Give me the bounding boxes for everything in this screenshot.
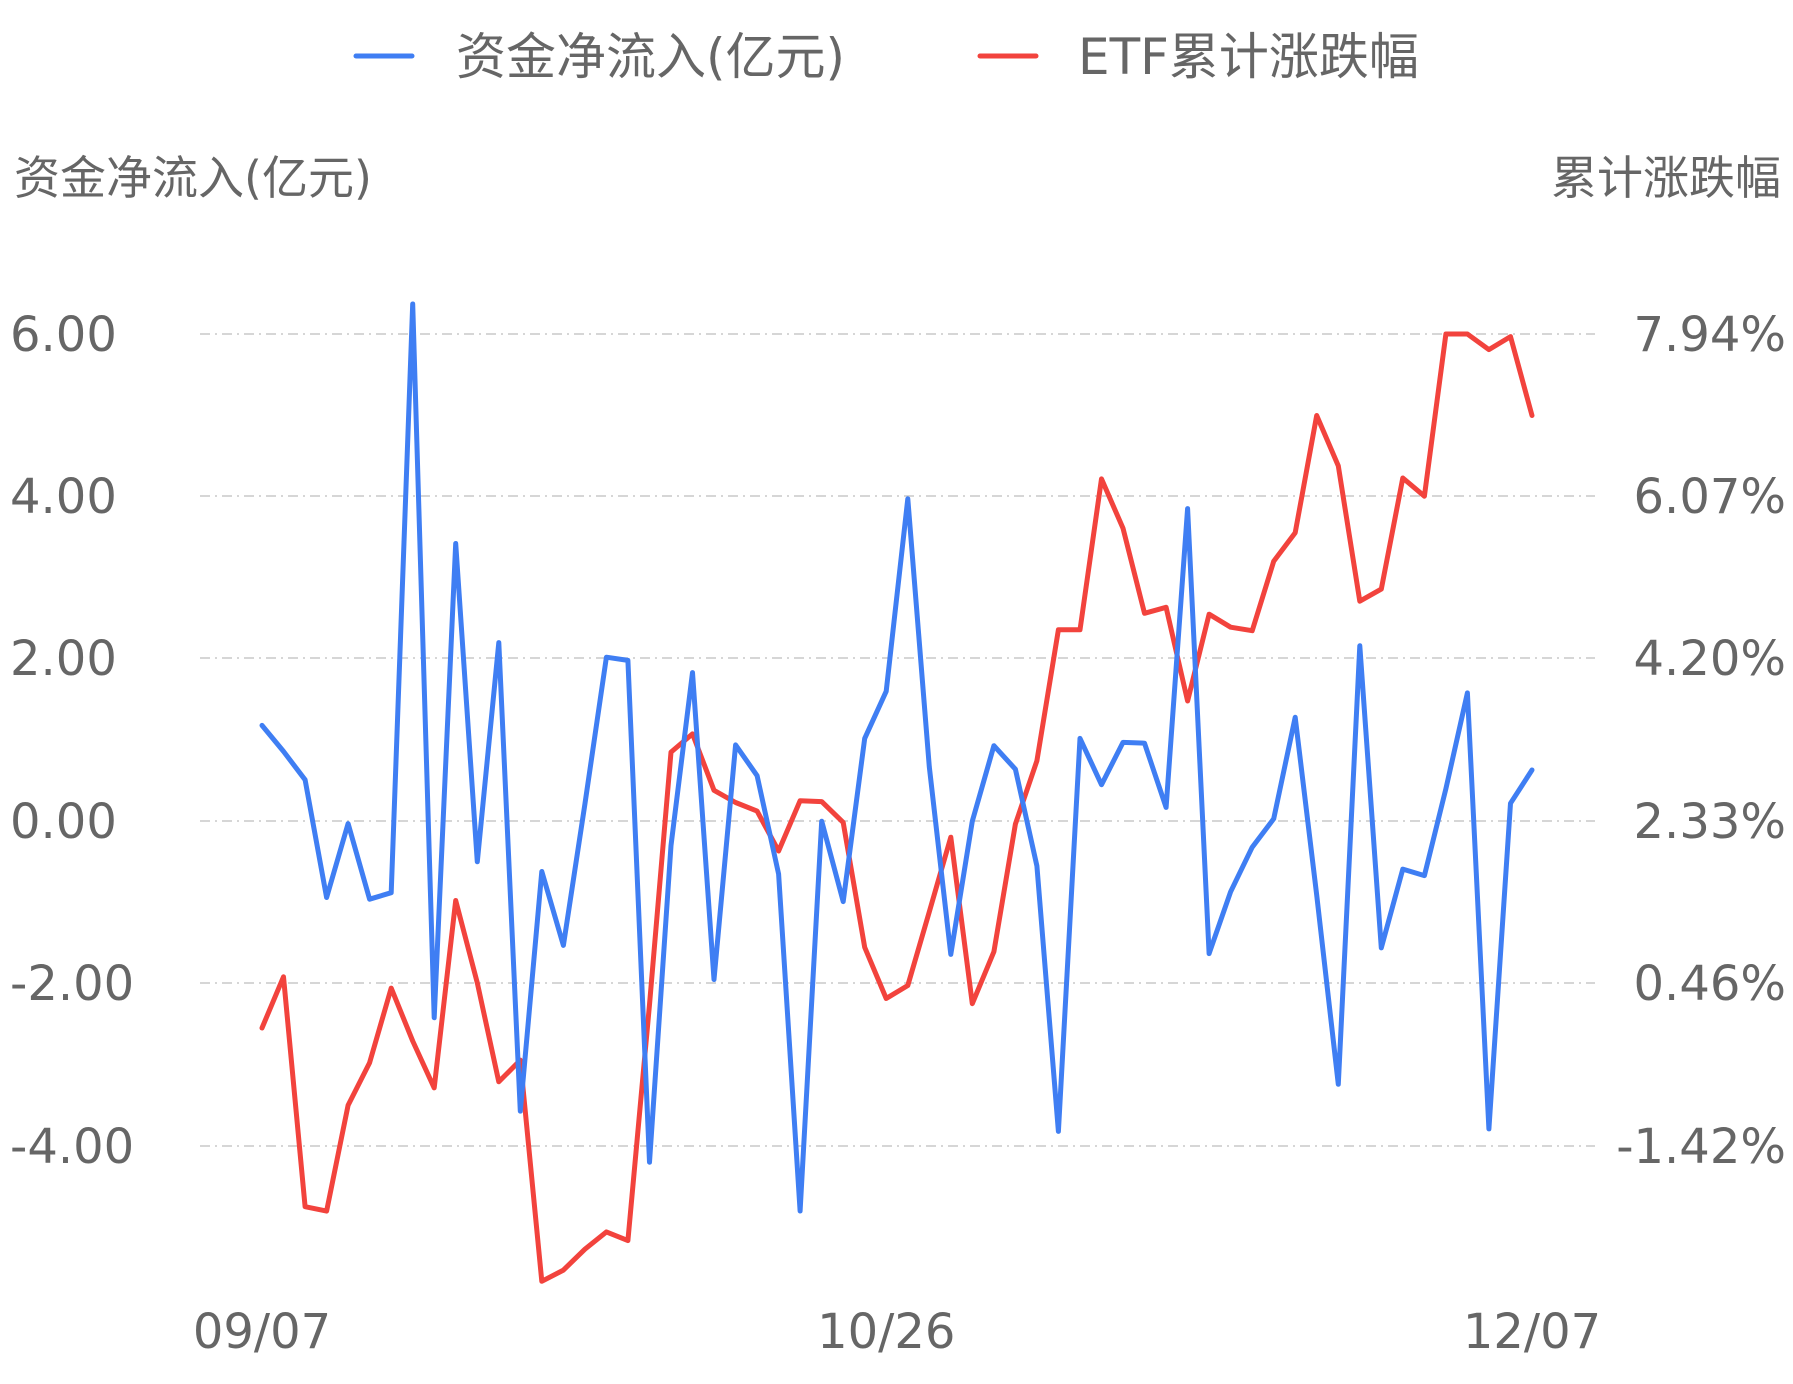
legend[interactable]: 资金净流入(亿元) ETF累计涨跌幅 (353, 28, 1419, 86)
series-layer (259, 301, 1535, 1284)
left-tick-label: -2.00 (10, 956, 134, 1012)
grid-layer (200, 333, 1595, 1147)
left-axis-title: 资金净流入(亿元) (14, 151, 372, 205)
right-tick-label: 6.07% (1634, 469, 1786, 525)
x-tick-label: 12/07 (1463, 1304, 1601, 1360)
legend-label-flow: 资金净流入(亿元) (456, 28, 845, 86)
right-tick-label: 7.94% (1634, 307, 1786, 363)
left-tick-label: -4.00 (10, 1119, 134, 1175)
legend-label-etf: ETF累计涨跌幅 (1078, 28, 1419, 86)
right-axis-title: 累计涨跌幅 (1551, 151, 1781, 205)
right-tick-label: -1.42% (1616, 1119, 1786, 1175)
x-tick-label: 10/26 (817, 1304, 955, 1360)
axis-layer: 资金净流入(亿元) 累计涨跌幅 6.00 7.94% 4.00 6.07% 2.00 4.… (10, 151, 1786, 1360)
left-tick-label: 4.00 (10, 469, 117, 525)
x-tick-label: 09/07 (193, 1304, 331, 1360)
right-tick-label: 2.33% (1634, 794, 1786, 850)
left-tick-label: 2.00 (10, 631, 117, 687)
series-line-etf-cumulative[interactable] (259, 331, 1535, 1284)
left-tick-label: 6.00 (10, 307, 117, 363)
right-tick-label: 4.20% (1634, 631, 1786, 687)
left-tick-label: 0.00 (10, 794, 117, 850)
legend-item-etf[interactable]: ETF累计涨跌幅 (977, 28, 1419, 86)
series-line-net-inflow[interactable] (259, 301, 1535, 1214)
legend-item-flow[interactable]: 资金净流入(亿元) (353, 28, 845, 86)
right-tick-label: 0.46% (1634, 956, 1786, 1012)
